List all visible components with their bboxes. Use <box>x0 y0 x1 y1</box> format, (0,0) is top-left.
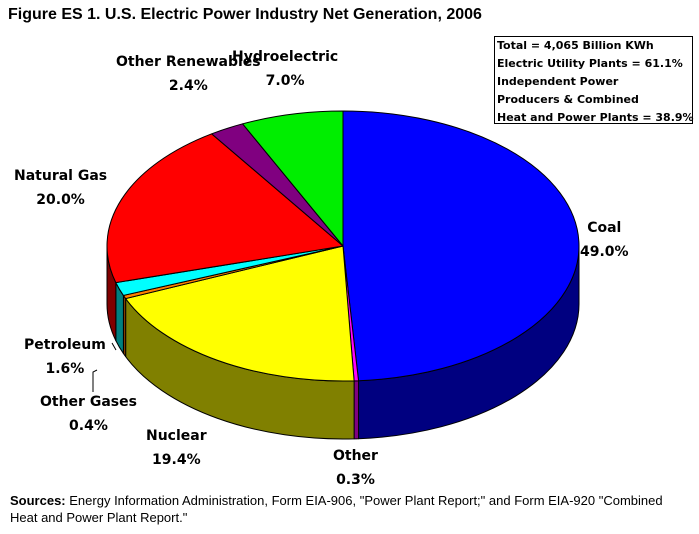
label-nuclear: Nuclear 19.4% <box>146 424 207 472</box>
label-other-gases-value: 0.4% <box>69 418 108 434</box>
label-natural-gas-name: Natural Gas <box>14 168 108 184</box>
label-petroleum: Petroleum 1.6% <box>24 333 106 381</box>
chart-title: Figure ES 1. U.S. Electric Power Industr… <box>8 6 482 23</box>
label-natural-gas: Natural Gas 20.0% <box>14 164 107 212</box>
slice-hydroelectric <box>242 110 344 247</box>
label-other-renewables-name: Other Renewables <box>116 54 261 70</box>
label-petroleum-value: 1.6% <box>45 361 85 377</box>
label-coal: Coal 49.0% <box>580 216 629 264</box>
slice-nuclear <box>125 245 355 382</box>
info-line-utility: Electric Utility Plants = 61.1% <box>497 57 683 70</box>
label-other-gases: Other Gases 0.4% <box>40 390 137 438</box>
label-other-gases-name: Other Gases <box>40 394 137 410</box>
info-box: Total = 4,065 Billion KWh Electric Utili… <box>494 36 694 124</box>
label-petroleum-name: Petroleum <box>24 337 106 353</box>
label-other-value: 0.3% <box>336 472 375 488</box>
slice-coal <box>342 110 580 382</box>
info-line-independent-3: Heat and Power Plants = 38.9% <box>497 111 694 124</box>
label-coal-value: 49.0% <box>580 244 629 260</box>
label-nuclear-value: 19.4% <box>152 452 201 468</box>
label-hydroelectric-name: Hydroelectric <box>232 49 339 65</box>
label-coal-name: Coal <box>587 220 622 236</box>
slice-natural-gas <box>106 133 344 284</box>
label-nuclear-name: Nuclear <box>146 428 207 444</box>
label-other-renewables-value: 2.4% <box>168 78 208 94</box>
leader-line-other-gases <box>92 369 98 392</box>
leader-line-petroleum <box>111 342 117 351</box>
info-line-independent-2: Producers & Combined <box>497 93 639 106</box>
slice-side-other <box>353 380 360 440</box>
info-line-total: Total = 4,065 Billion KWh <box>497 39 654 52</box>
label-other-renewables: Other Renewables 2.4% <box>116 50 261 98</box>
sources-label: Sources: <box>10 493 66 508</box>
info-line-independent-1: Independent Power <box>497 75 619 88</box>
label-natural-gas-value: 20.0% <box>36 192 85 208</box>
label-hydroelectric-value: 7.0% <box>265 73 305 89</box>
sources-text: Energy Information Administration, Form … <box>10 493 663 525</box>
label-hydroelectric: Hydroelectric 7.0% <box>232 45 338 93</box>
label-other: Other 0.3% <box>333 444 378 492</box>
label-other-name: Other <box>333 448 378 464</box>
sources-note: Sources: Energy Information Administrati… <box>10 492 690 526</box>
